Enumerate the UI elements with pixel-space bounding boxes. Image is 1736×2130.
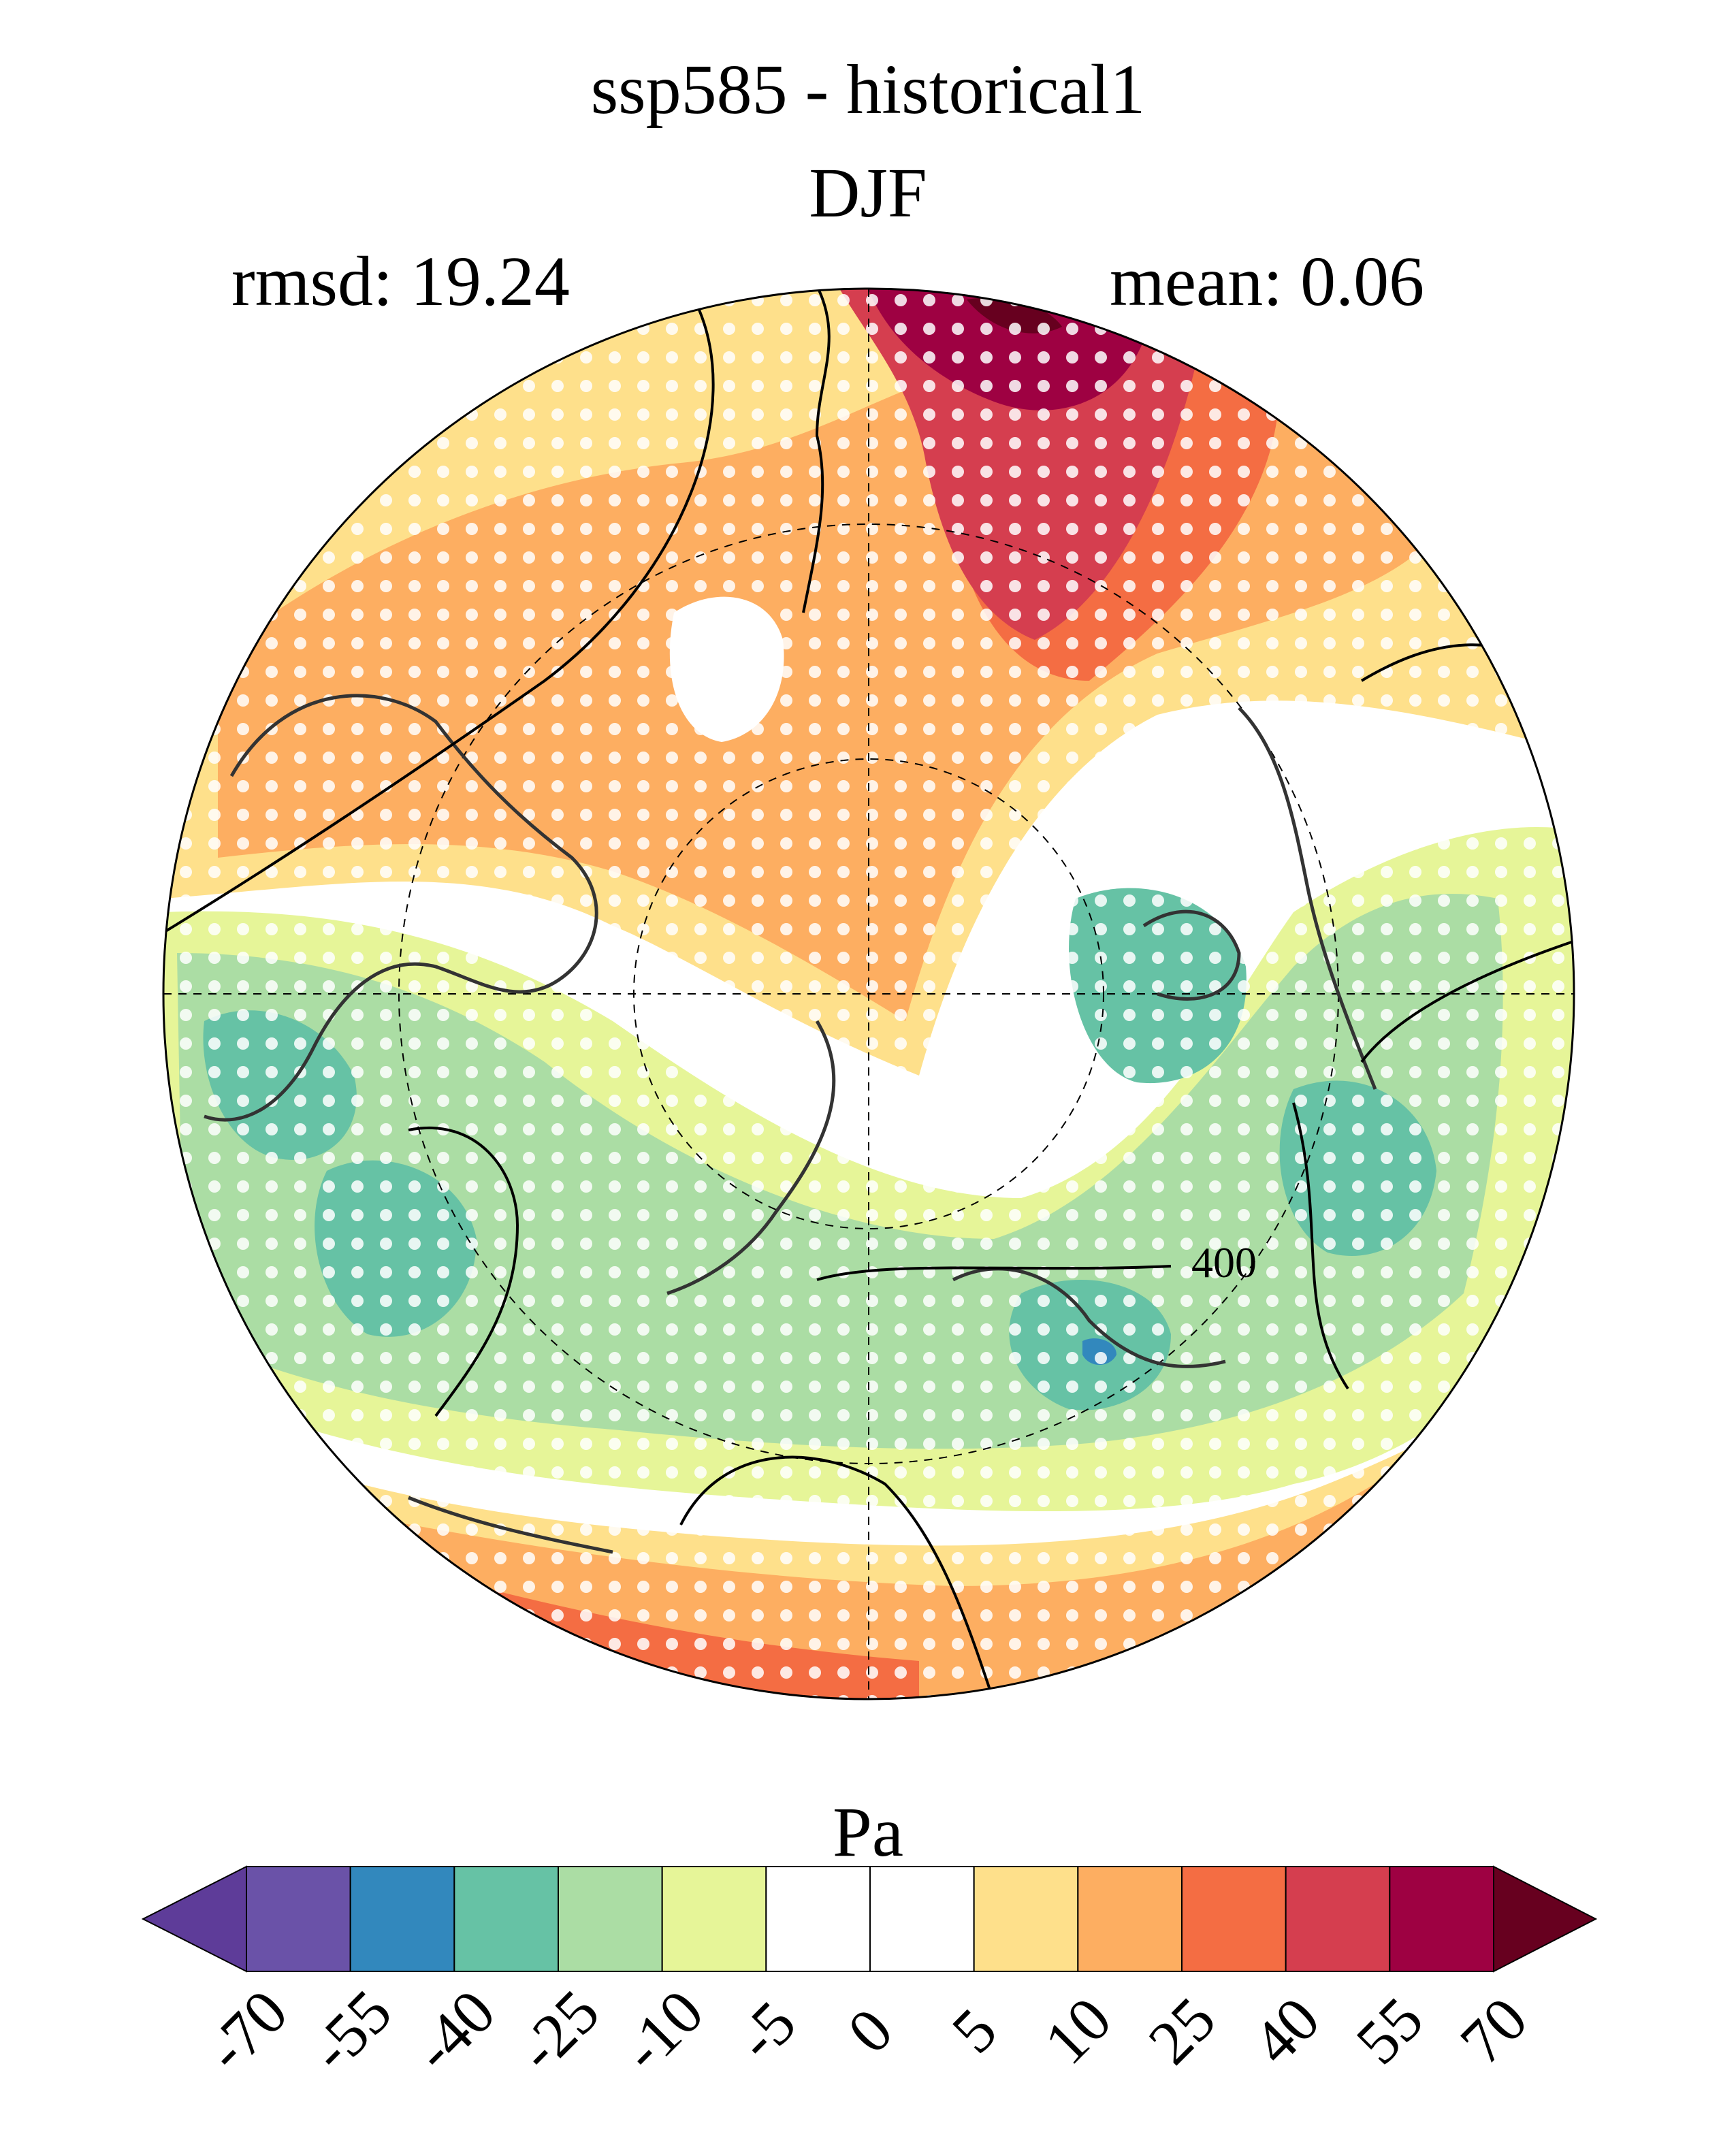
mean-stat: mean: 0.06 (1110, 242, 1425, 321)
season-label: DJF (809, 154, 927, 232)
climatology-contour (163, 289, 1574, 1699)
contour-label: 400 (1191, 1238, 1257, 1287)
rmsd-stat: rmsd: 19.24 (231, 242, 570, 321)
colorbar-box (349, 1866, 455, 1972)
colorbar-box (246, 1866, 351, 1972)
colorbar-box (973, 1866, 1079, 1972)
colorbar-units: Pa (833, 1793, 903, 1871)
colorbar-box (1077, 1866, 1183, 1972)
colorbar-box (453, 1866, 559, 1972)
map-boundary (162, 287, 1575, 1700)
colorbar-box (765, 1866, 871, 1972)
colorbar-extend-low (141, 1865, 247, 1973)
colorbar-box (1285, 1866, 1391, 1972)
colorbar-extend-high (1493, 1865, 1598, 1973)
colorbar-box (1181, 1866, 1287, 1972)
colorbar-box (558, 1866, 663, 1972)
colorbar-box (661, 1866, 767, 1972)
map-title: ssp585 - historical1 (590, 50, 1146, 129)
colorbar-box (1389, 1866, 1495, 1972)
colorbar-box (869, 1866, 975, 1972)
